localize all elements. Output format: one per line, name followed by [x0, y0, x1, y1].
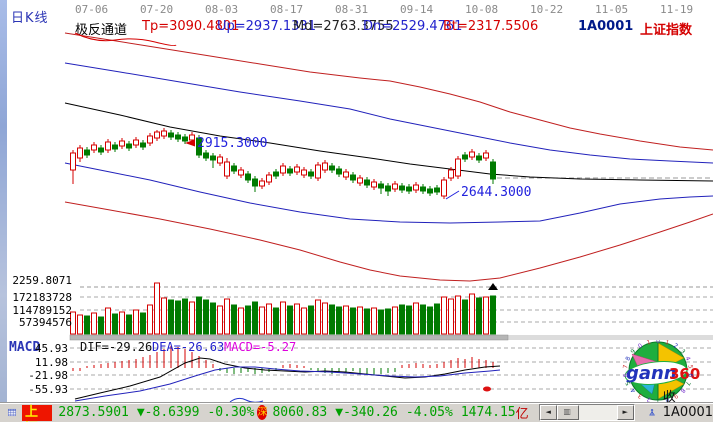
date-tick: 08-17	[270, 3, 304, 16]
turnover-unit: 亿	[515, 407, 529, 422]
svg-text:0: 0	[656, 340, 660, 345]
sz-percent: -4.05%	[405, 405, 453, 420]
sz-price: 8060.83	[272, 405, 328, 420]
svg-text:2: 2	[672, 342, 679, 350]
scroll-right-button[interactable]: ►	[616, 405, 634, 420]
svg-text:1: 1	[664, 340, 670, 347]
svg-text:2: 2	[646, 395, 652, 402]
svg-text:9: 9	[672, 392, 679, 400]
date-tick: 08-31	[335, 3, 369, 16]
macd-axis-label-1: 45.93	[34, 342, 68, 355]
param-bt: Bt=2317.5506	[443, 19, 539, 34]
svg-text:1: 1	[656, 397, 660, 402]
param-up: Up=2937.1331	[217, 19, 316, 34]
svg-text:1: 1	[646, 340, 652, 347]
svg-text:6: 6	[622, 373, 629, 378]
date-tick: 07-20	[140, 3, 174, 16]
date-tick: 10-08	[465, 3, 499, 16]
macd-axis-label-2: 11.98	[34, 356, 68, 369]
svg-text:360: 360	[669, 365, 700, 383]
date-tick: 07-06	[75, 3, 109, 16]
sh-percent: -0.30%	[207, 405, 255, 420]
svg-text:8: 8	[624, 355, 632, 362]
indicator-name[interactable]: 极反通道	[75, 23, 128, 38]
svg-text:5: 5	[686, 364, 693, 369]
date-tick: 09-14	[400, 3, 434, 16]
tick-view-label[interactable]: 收1A0001分笔	[662, 390, 713, 420]
volume-axis-label-3: 57394576	[19, 316, 72, 329]
svg-text:0: 0	[637, 342, 644, 350]
status-bar: 上证指数 2873.5901 ▼-8.6399 -0.30% 深 8060.83…	[0, 390, 713, 422]
date-tick: 10-22	[530, 3, 564, 16]
macd-axis-label-3: -21.98	[28, 369, 68, 382]
volume-axis-label-2: 114789152	[12, 304, 72, 317]
macd-dea-value: DEA=-26.63	[152, 340, 225, 354]
window-left-edge	[0, 0, 7, 422]
volume-axis-label-1: 172183728	[12, 291, 72, 304]
sz-change: ▼-340.26	[335, 405, 398, 420]
mini-scrollbar[interactable]: ◄ ▥ ►	[538, 404, 635, 421]
scroll-track[interactable]	[579, 406, 617, 419]
svg-text:4: 4	[629, 386, 637, 394]
svg-text:0: 0	[664, 395, 670, 402]
macd-value: MACD=-5.27	[224, 340, 297, 354]
turnover-value: 1474.15	[460, 405, 516, 420]
period-label[interactable]: 日K线	[11, 11, 49, 26]
svg-text:9: 9	[630, 348, 638, 356]
scroll-left-button[interactable]: ◄	[539, 405, 557, 420]
annotation-high: 2915.3000	[197, 136, 268, 151]
macd-dif-value: DIF=-29.26	[80, 340, 153, 354]
param-tp: Tp=3090.4801	[142, 19, 240, 34]
svg-text:7: 7	[622, 364, 629, 369]
sz-index-badge[interactable]: 深	[257, 405, 268, 420]
macd-title[interactable]: MACD	[9, 340, 41, 355]
sh-index-badge[interactable]: 上证指数	[21, 404, 53, 422]
param-md: Md=2763.3755	[293, 19, 394, 34]
svg-text:7: 7	[684, 380, 692, 387]
date-tick: 08-03	[205, 3, 239, 16]
svg-text:gann: gann	[626, 363, 677, 384]
quote-grid-icon[interactable]	[8, 405, 16, 420]
scroll-thumb[interactable]: ▥	[556, 405, 579, 420]
svg-text:3: 3	[637, 392, 644, 400]
date-tick: 11-05	[595, 3, 629, 16]
sh-price: 2873.5901	[58, 405, 129, 420]
param-dn: Dn=2529.4761	[363, 19, 463, 34]
macd-axis-label-4: -55.93	[28, 383, 68, 396]
svg-text:8: 8	[679, 387, 687, 395]
svg-text:3: 3	[679, 348, 687, 356]
svg-text:6: 6	[686, 373, 693, 378]
svg-text:5: 5	[624, 380, 632, 387]
symbol-code[interactable]: 1A0001	[578, 19, 634, 34]
date-tick: 11-19	[660, 3, 694, 16]
sh-change: ▼-8.6399	[136, 405, 200, 420]
annotation-low: 2644.3000	[461, 185, 532, 200]
svg-text:4: 4	[684, 356, 692, 363]
symbol-name[interactable]: 上证指数	[640, 23, 693, 38]
tick-chart-icon[interactable]	[648, 405, 655, 420]
price-axis-label: 2259.8071	[12, 274, 72, 287]
